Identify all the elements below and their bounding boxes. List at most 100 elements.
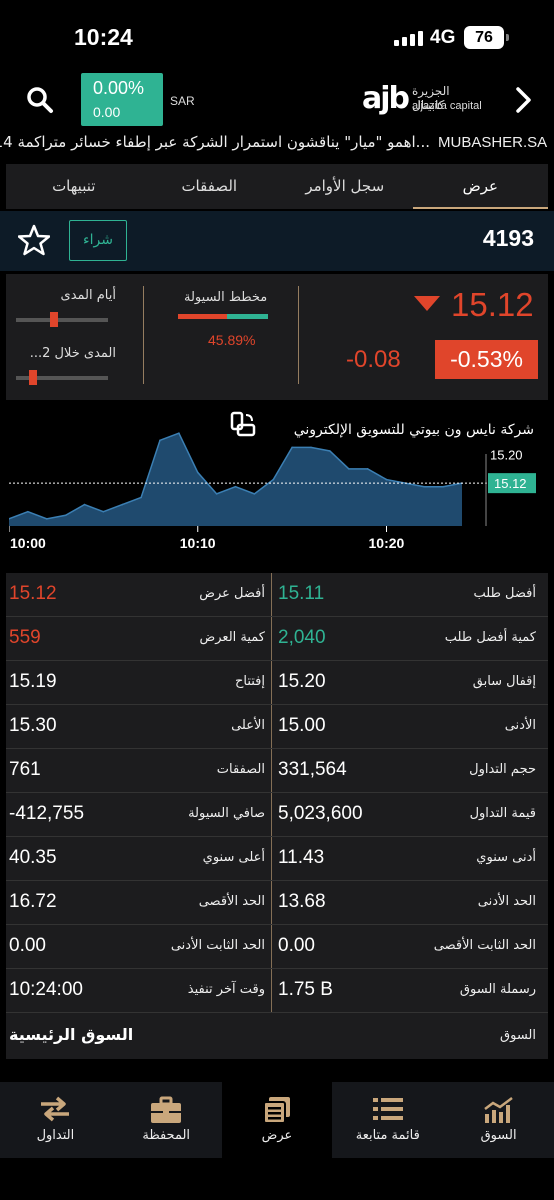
table-row: 15.30 الأعلى 15.00 الأدنى — [6, 705, 548, 749]
volume-value: 331,564 — [278, 759, 347, 780]
ticker-headline: ...اهمو "ميار" يناقشون استمرار الشركة عب… — [0, 133, 430, 151]
ask-qty-label: كمية العرض — [199, 630, 265, 645]
market-cap-label: رسملة السوق — [459, 982, 536, 997]
price-point — [272, 478, 275, 481]
static-lower-limit-value: 0.00 — [9, 935, 46, 956]
nav-trade[interactable]: التداول — [0, 1082, 111, 1158]
last-price: 15.12 — [451, 286, 534, 323]
news-ticker[interactable]: ...اهمو "ميار" يناقشون استمرار الشركة عب… — [0, 130, 554, 158]
search-icon[interactable] — [26, 86, 54, 114]
52w-range-track — [16, 370, 108, 385]
market-value: السوق الرئيسية — [9, 1025, 134, 1044]
price-point — [121, 503, 124, 506]
best-ask-value: 15.12 — [9, 583, 57, 604]
static-upper-limit-value: 0.00 — [278, 935, 315, 956]
status-time: 10:24 — [74, 24, 133, 50]
market-change-box[interactable]: 0.00% 0.00 — [81, 73, 163, 126]
x-tick-label: 10:20 — [369, 535, 405, 551]
price-change-pct: -0.53% — [435, 340, 538, 379]
trade-arrows-icon — [41, 1096, 70, 1122]
nav-market-label: السوق — [480, 1128, 517, 1143]
tab-display[interactable]: عرض — [412, 164, 549, 209]
briefcase-icon — [151, 1096, 182, 1123]
y-tick-label: 15.20 — [490, 448, 523, 463]
market-change-pct: 0.00% — [93, 78, 145, 98]
nav-display[interactable]: عرض — [221, 1082, 333, 1158]
tab-trades[interactable]: الصفقات — [181, 177, 238, 195]
days-range-marker — [49, 312, 58, 327]
52w-low-value: 11.43 — [278, 847, 325, 868]
watchlist-icon — [372, 1098, 403, 1120]
liquidity-outflow-segment — [178, 314, 227, 319]
price-point — [253, 493, 256, 495]
divider — [143, 286, 144, 384]
divider — [271, 749, 272, 792]
status-bar: 10:24 4G 76 — [0, 0, 554, 70]
price-point — [83, 503, 86, 506]
price-point — [347, 468, 350, 470]
static-upper-limit-label: الحد الثابت الأقصى — [433, 938, 536, 953]
logo-arabic: الجزيرة كابيتال — [412, 84, 450, 112]
net-liquidity-label: صافي السيولة — [188, 806, 265, 821]
intraday-chart[interactable]: 15.20 15.12 10:00 10:10 10:20 — [9, 426, 548, 569]
nav-market[interactable]: السوق — [443, 1082, 554, 1158]
liquidity-flow-bar — [178, 314, 268, 319]
upper-limit-value: 16.72 — [9, 891, 57, 912]
nav-portfolio[interactable]: المحفظة — [111, 1082, 222, 1158]
divider — [271, 837, 272, 880]
price-point — [196, 471, 199, 474]
detail-tabs: تنبيهات الصفقات سجل الأوامر عرض — [6, 164, 548, 209]
price-point — [234, 485, 237, 488]
price-point — [423, 485, 426, 488]
best-bid-label: أفضل طلب — [473, 586, 537, 601]
nav-trade-label: التداول — [36, 1128, 75, 1143]
buy-button[interactable]: شراء — [69, 220, 127, 261]
nav-watchlist-label: قائمة متابعة — [355, 1128, 420, 1143]
table-row: 15.12 أفضل عرض 15.11 أفضل طلب — [6, 573, 548, 617]
table-row: 559 كمية العرض 2,040 كمية أفضل طلب — [6, 617, 548, 661]
price-point — [9, 518, 10, 520]
best-ask-label: أفضل عرض — [199, 586, 265, 601]
stock-bar: شراء 4193 — [0, 211, 554, 271]
divider — [271, 705, 272, 748]
battery-icon: 76 — [464, 26, 509, 49]
network-type: 4G — [430, 27, 456, 48]
company-name: شركة نايس ون بيوتي للتسويق الإلكتروني — [293, 422, 534, 438]
table-row: 15.19 إفتتاح 15.20 إقفال سابق — [6, 661, 548, 705]
bid-qty-label: كمية أفضل طلب — [444, 630, 536, 645]
star-icon[interactable] — [18, 224, 50, 256]
price-area — [9, 433, 462, 526]
net-liquidity-value: -412,755 — [9, 803, 85, 824]
open-value: 15.19 — [9, 671, 57, 692]
liquidity-flow-pct: 45.89% — [208, 332, 256, 348]
bid-qty-value: 2,040 — [278, 627, 326, 648]
price-point — [366, 468, 369, 470]
nav-watchlist[interactable]: قائمة متابعة — [332, 1082, 443, 1158]
ask-qty-value: 559 — [9, 627, 41, 648]
divider — [271, 661, 272, 704]
current-price-tag-label: 15.12 — [494, 476, 527, 491]
bottom-nav: التداول المحفظة عرض قائمة متابعة — [0, 1082, 554, 1158]
stats-table: 15.12 أفضل عرض 15.11 أفضل طلب 559 كمية ا… — [6, 573, 548, 1059]
market-change-abs: 0.00 — [93, 104, 121, 120]
price-point — [140, 496, 142, 499]
divider — [271, 969, 272, 1012]
divider — [298, 286, 299, 384]
down-triangle-icon — [414, 296, 440, 311]
price-point — [385, 478, 388, 481]
high-value: 15.30 — [9, 715, 57, 736]
rotate-device-icon[interactable] — [228, 411, 256, 437]
turnover-label: قيمة التداول — [469, 806, 536, 821]
price-point — [442, 485, 444, 488]
x-tick-label: 10:10 — [180, 535, 216, 551]
display-icon — [262, 1097, 290, 1124]
chevron-right-icon[interactable] — [512, 86, 536, 114]
price-point — [310, 446, 312, 449]
low-value: 15.00 — [278, 715, 326, 736]
tab-alerts[interactable]: تنبيهات — [52, 177, 96, 195]
liquidity-flow-label: مخطط السيولة — [184, 290, 268, 305]
tab-order-book[interactable]: سجل الأوامر — [305, 177, 385, 195]
price-point — [102, 510, 105, 513]
price-point — [27, 510, 29, 513]
volume-label: حجم التداول — [469, 762, 536, 777]
